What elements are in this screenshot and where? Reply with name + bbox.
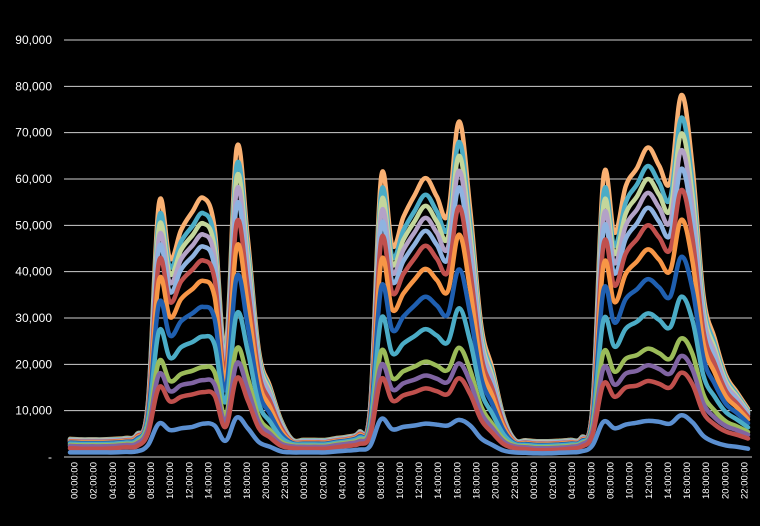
series-line-7 [67,217,751,447]
x-tick-label: 16:00:00 [223,462,234,499]
series-line-12 [67,115,751,445]
y-tick-label: 20,000 [15,357,52,371]
x-tick-label: 16:00:00 [452,462,463,499]
x-tick-label: 16:00:00 [682,462,693,499]
y-tick-label: 80,000 [15,79,52,93]
series-line-8 [67,187,751,446]
x-tick-label: 00:00:00 [529,462,540,499]
x-tick-label: 08:00:00 [606,462,617,499]
series-line-13 [67,92,751,444]
y-tick-label: 10,000 [15,404,52,418]
x-tick-label: 14:00:00 [663,462,674,499]
x-tick-label: 10:00:00 [165,462,176,499]
y-tick-label: 60,000 [15,172,52,186]
x-tick-label: 22:00:00 [510,462,521,499]
x-tick-label: 12:00:00 [414,462,425,499]
x-tick-label: 18:00:00 [242,462,253,499]
y-tick-label: 70,000 [15,126,52,140]
x-tick-label: 02:00:00 [318,462,329,499]
x-tick-label: 10:00:00 [625,462,636,499]
x-tick-label: 14:00:00 [204,462,215,499]
series-line-9 [67,166,751,446]
x-tick-label: 20:00:00 [491,462,502,499]
x-tick-label: 22:00:00 [280,462,291,499]
x-tick-label: 04:00:00 [338,462,349,499]
x-tick-label: 12:00:00 [644,462,655,499]
series-line-11 [67,131,751,445]
series-line-3 [67,353,751,451]
x-tick-label: 20:00:00 [261,462,272,499]
series-line-10 [67,148,751,445]
series-line-4 [67,336,751,450]
x-tick-label: 02:00:00 [89,462,100,499]
x-tick-label: 10:00:00 [395,462,406,499]
x-axis-ticks: 00:00:00 02:00:00 04:00:00 06:00:00 08:00:00… [70,462,751,499]
x-tick-label: 06:00:00 [127,462,138,499]
x-tick-label: 08:00:00 [376,462,387,499]
series-line-6 [67,254,751,448]
series-lines [67,92,751,456]
x-tick-label: 14:00:00 [433,462,444,499]
y-tick-label: 30,000 [15,311,52,325]
series-line-5 [67,294,751,449]
y-tick-label: 40,000 [15,265,52,279]
x-tick-label: 18:00:00 [701,462,712,499]
y-tick-label: 50,000 [15,218,52,232]
x-tick-label: 06:00:00 [357,462,368,499]
y-tick-label: - [48,450,52,464]
x-tick-label: 00:00:00 [70,462,81,499]
x-tick-label: 00:00:00 [299,462,310,499]
x-tick-label: 06:00:00 [586,462,597,499]
series-line-1 [67,413,751,456]
x-tick-label: 18:00:00 [472,462,483,499]
y-axis-ticks: - 10,000 20,000 30,000 40,000 50,000 60,000 70,… [15,33,52,464]
x-tick-label: 04:00:00 [567,462,578,499]
x-tick-label: 12:00:00 [184,462,195,499]
x-tick-label: 20:00:00 [720,462,731,499]
x-tick-label: 02:00:00 [548,462,559,499]
x-tick-label: 08:00:00 [146,462,157,499]
x-tick-label: 04:00:00 [108,462,119,499]
x-tick-label: 22:00:00 [740,462,751,499]
y-tick-label: 90,000 [15,33,52,47]
series-line-2 [67,370,751,453]
